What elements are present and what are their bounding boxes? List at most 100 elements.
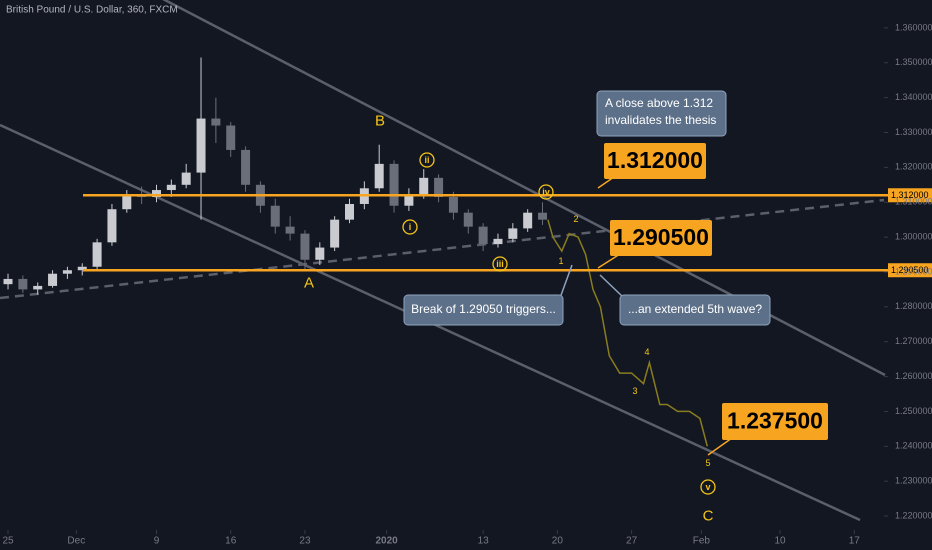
wave-label: 1 [558,256,563,266]
candle-body [92,242,102,267]
y-tick-label: 1.340000 [895,92,932,102]
candle-body [374,163,384,189]
callout-pointer [707,437,733,456]
level-tag [888,188,932,203]
candle-body [523,212,533,229]
wave-label: 3 [632,386,637,396]
candle-body [434,177,444,198]
wave-label: ii [424,155,429,165]
trend-line [0,198,885,300]
candle-body [448,197,458,213]
level-tag [888,263,932,278]
note-pointer [559,264,573,299]
x-tick-label: Dec [67,536,85,547]
candle-body [389,163,399,206]
note-box [619,294,771,326]
candle-body [300,233,310,260]
candle-body [151,190,161,198]
y-tick-label: 1.260000 [895,371,932,381]
wave-label: A [304,274,314,291]
candle-body [211,118,221,126]
wave-label: 4 [644,347,649,357]
callout-box [610,220,712,256]
candle-body [18,278,28,290]
y-tick-label: 1.320000 [895,162,932,172]
candle-body [226,125,236,150]
candle-body [419,177,429,196]
note-box [403,294,564,326]
y-tick-label: 1.350000 [895,57,932,67]
y-tick-label: 1.280000 [895,301,932,311]
candle-body [463,212,473,227]
wave-label: iv [542,187,550,197]
callout-pointer [597,253,621,269]
candle-body [345,203,355,220]
x-tick-label: 20 [552,536,564,547]
x-tick-label: 27 [626,536,638,547]
candle-body [538,212,548,220]
x-tick-label: 17 [849,536,861,547]
wave-label: v [705,482,710,492]
candle-body [107,209,117,243]
wave-label: B [375,112,385,129]
candle-body [404,195,414,206]
candle-body [77,266,87,271]
y-tick-label: 1.290000 [895,266,932,276]
wave-label: 5 [705,458,710,468]
x-tick-label: 16 [225,536,237,547]
callout-text: 1.312000 [607,147,703,173]
wave-label: C [703,507,714,524]
y-tick-label: 1.240000 [895,441,932,451]
candle-body [478,226,488,245]
candle-body [33,285,43,290]
callout-text: 1.237500 [727,408,823,434]
x-tick-label: 25 [2,536,14,547]
wave-circle [538,184,554,200]
wave-circle [492,256,508,272]
x-tick-label: 9 [154,536,160,547]
note-pointer [599,274,625,299]
candle-body [196,118,206,173]
level-tag-label: 1.290500 [891,265,929,275]
x-tick-label: 23 [299,536,311,547]
y-tick-label: 1.330000 [895,127,932,137]
y-tick-label: 1.220000 [895,510,932,520]
callout-box [722,403,828,440]
note-text: Break of 1.29050 triggers... [411,302,556,316]
candle-body [315,247,325,260]
wave-circle [700,479,716,495]
note-box [596,90,727,137]
y-tick-label: 1.250000 [895,406,932,416]
x-tick-label: 10 [775,536,787,547]
callout-box [604,143,706,179]
candle-body [122,195,132,210]
candle-body [241,149,251,185]
callout-text: 1.290500 [613,224,709,250]
y-tick-label: 1.360000 [895,22,932,32]
y-tick-label: 1.270000 [895,336,932,346]
candle-body [285,226,295,234]
note-text: invalidates the thesis [605,113,716,127]
wave-label: iii [496,259,504,269]
overlay: 1.312000 1.290500 1.312000 1.290500 1.237500… [83,90,932,524]
candle-body [270,205,280,227]
projection-line [547,219,709,447]
candle-body [181,172,191,185]
wave-label: i [409,222,412,232]
note-text: A close above 1.312 [605,96,713,110]
candle-body [62,270,72,274]
x-tick-label: Feb [693,536,711,547]
y-tick-label: 1.300000 [895,231,932,241]
candle-body [48,273,58,286]
wave-label: 2 [573,214,578,224]
y-tick-label: 1.310000 [895,197,932,207]
candle-body [493,238,503,245]
candle-body [330,219,340,248]
chart-title: British Pound / U.S. Dollar, 360, FXCM [6,5,178,16]
wave-circle [419,152,435,168]
x-tick-label: 2020 [375,536,398,547]
level-tag-label: 1.312000 [891,190,929,200]
candle-body [3,278,13,285]
